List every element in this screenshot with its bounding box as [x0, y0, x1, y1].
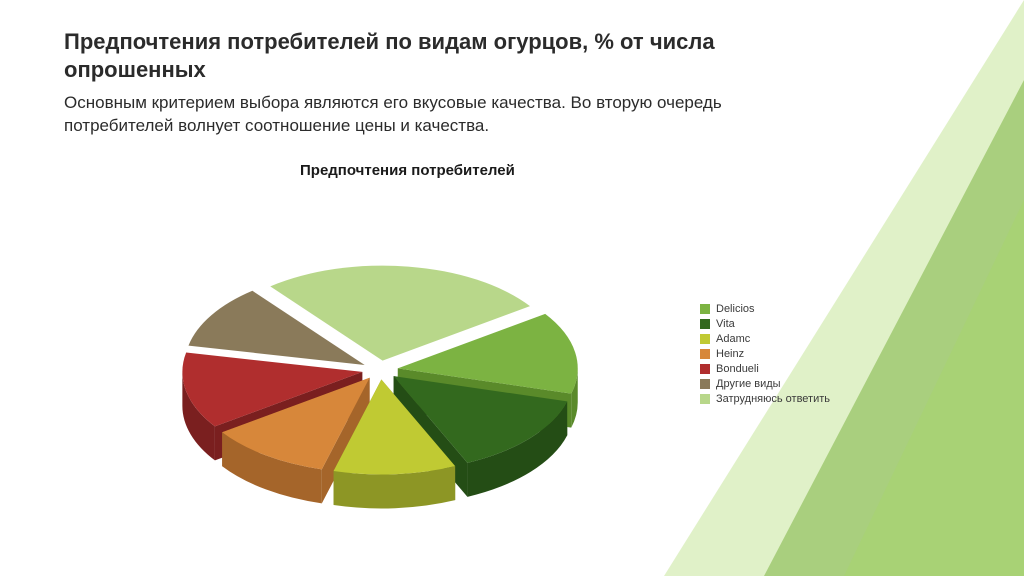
legend-item: Delicios	[700, 303, 830, 315]
legend-label: Delicios	[716, 303, 755, 315]
legend-label: Bondueli	[716, 363, 759, 375]
legend-item: Adamc	[700, 333, 830, 345]
page-title: Предпочтения потребителей по видам огурц…	[64, 28, 824, 83]
legend-item: Vita	[700, 318, 830, 330]
legend-item: Heinz	[700, 348, 830, 360]
legend-swatch	[700, 364, 710, 374]
page-subtitle: Основным критерием выбора являются его в…	[64, 92, 824, 138]
legend-label: Затрудняюсь ответить	[716, 393, 830, 405]
legend-swatch	[700, 394, 710, 404]
chart-legend: Delicios Vita Adamc Heinz Bondueli Другие вид…	[700, 300, 830, 408]
pie-chart	[100, 190, 660, 540]
legend-item: Другие виды	[700, 378, 830, 390]
legend-swatch	[700, 349, 710, 359]
legend-item: Затрудняюсь ответить	[700, 393, 830, 405]
legend-swatch	[700, 319, 710, 329]
legend-label: Другие виды	[716, 378, 781, 390]
legend-swatch	[700, 379, 710, 389]
legend-label: Vita	[716, 318, 735, 330]
legend-swatch	[700, 334, 710, 344]
legend-item: Bondueli	[700, 363, 830, 375]
legend-label: Heinz	[716, 348, 744, 360]
corner-decoration	[604, 0, 1024, 576]
legend-swatch	[700, 304, 710, 314]
legend-label: Adamc	[716, 333, 750, 345]
chart-title: Предпочтения потребителей	[300, 162, 515, 179]
slide: Предпочтения потребителей по видам огурц…	[0, 0, 1024, 576]
